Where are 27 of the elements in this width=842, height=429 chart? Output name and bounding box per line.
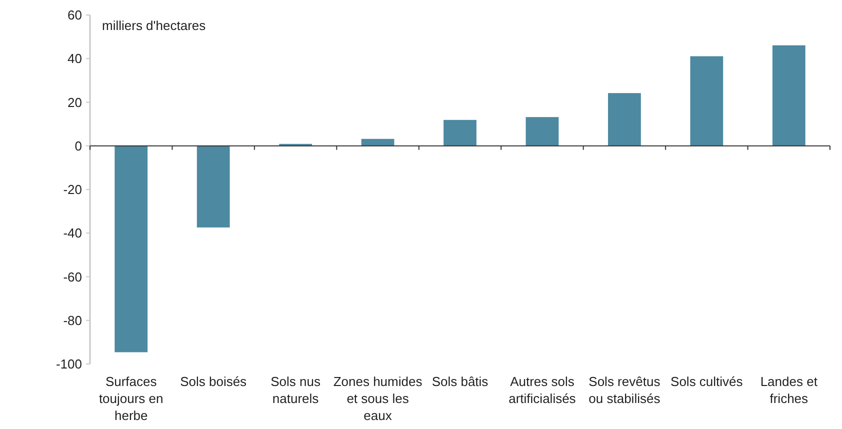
- bar: [526, 117, 559, 146]
- y-tick-label: -80: [63, 312, 82, 328]
- x-tick-label: Sols boisés: [180, 374, 248, 389]
- y-tick-label: -60: [63, 269, 82, 284]
- y-tick-label: 20: [68, 94, 82, 110]
- bar: [361, 138, 394, 146]
- x-tick-label: Sols cultivés: [670, 374, 744, 389]
- bar: [114, 146, 148, 352]
- x-tick-label: Sols revêtus ou stabilisés: [588, 374, 661, 406]
- x-tick-label: Sols bâtis: [432, 374, 489, 389]
- bar: [608, 93, 641, 146]
- y-tick-label: 60: [68, 8, 82, 23]
- x-tick-label: Landes et friches: [760, 374, 818, 406]
- bar: [772, 45, 806, 146]
- y-axis-title: milliers d'hectares: [102, 18, 206, 33]
- y-tick-label: -40: [63, 226, 82, 241]
- bar: [196, 146, 230, 228]
- y-tick-label: -20: [63, 182, 82, 198]
- y-tick-label: 40: [68, 51, 82, 66]
- bar: [690, 56, 724, 146]
- x-tick-label: Sols nus naturels: [270, 374, 321, 406]
- x-tick-label: Zones humides et sous les eaux: [333, 374, 423, 423]
- x-tick-label: Surfaces toujours en herbe: [98, 374, 164, 423]
- y-tick-label: 0: [74, 138, 82, 154]
- y-tick-label: -100: [56, 356, 82, 372]
- bar: [444, 120, 476, 146]
- x-tick-label: Autres sols artificialisés: [508, 374, 576, 406]
